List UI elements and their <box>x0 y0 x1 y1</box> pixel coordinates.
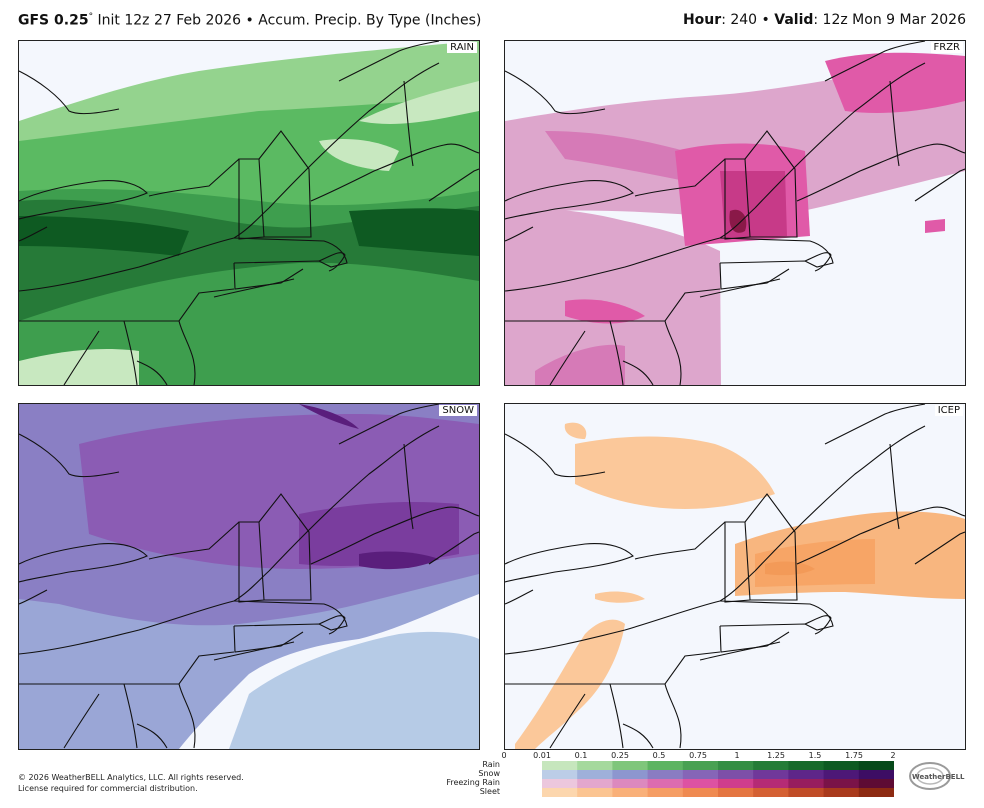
legend-cell <box>823 770 860 779</box>
legend-tick-label: 1.25 <box>767 751 785 760</box>
legend-cell <box>682 770 719 779</box>
icep-panel: ICEP <box>504 403 966 750</box>
frzr-panel: FRZR <box>504 40 966 386</box>
init-time: Init 12z 27 Feb 2026 <box>93 12 242 29</box>
icep-map <box>505 404 965 749</box>
legend-cell <box>612 779 649 788</box>
legend-tick-label: 0.25 <box>611 751 629 760</box>
map-title: GFS 0.25° Init 12z 27 Feb 2026 • Accum. … <box>18 12 481 29</box>
product-name: Accum. Precip. By Type (Inches) <box>258 12 482 29</box>
rain-panel: RAIN <box>18 40 480 386</box>
legend-row-label: Freezing Rain <box>446 778 500 787</box>
legend-cell <box>753 761 789 770</box>
legend-cell <box>823 788 860 797</box>
hour-value: : 240 <box>721 12 758 28</box>
legend-cell <box>647 788 684 797</box>
hour-label: Hour <box>682 12 722 28</box>
legend-tick-label: 2 <box>890 751 896 760</box>
legend-cell <box>718 779 754 788</box>
rain-map <box>19 41 479 385</box>
panel-label: FRZR <box>930 42 963 53</box>
legend-cell <box>858 770 894 779</box>
legend-cell <box>788 779 825 788</box>
legend-cell <box>542 788 578 797</box>
legend-cell <box>612 770 649 779</box>
legend-row-label: Snow <box>478 769 500 778</box>
legend-row-label: Sleet <box>479 787 500 796</box>
separator: • <box>241 12 259 29</box>
legend-tick-label: 0.1 <box>574 751 588 760</box>
legend-tick-label: 1.75 <box>845 751 863 760</box>
legend-cell <box>577 779 613 788</box>
legend-cell <box>858 779 894 788</box>
legend-cell <box>647 770 684 779</box>
logo-text: WeatherBELL <box>912 773 965 781</box>
license-text: License required for commercial distribu… <box>18 784 198 793</box>
legend-cell <box>577 761 613 770</box>
snow-panel: SNOW <box>18 403 480 750</box>
legend-cell <box>753 788 789 797</box>
snow-map <box>19 404 479 749</box>
legend-cell <box>753 770 789 779</box>
valid-value: : 12z Mon 9 Mar 2026 <box>813 12 966 28</box>
panel-label: RAIN <box>447 42 477 53</box>
separator: • <box>757 12 775 28</box>
model-name: GFS 0.25 <box>18 12 89 29</box>
legend-row-label: Rain <box>482 760 500 769</box>
legend-tick-label: 1.5 <box>808 751 822 760</box>
legend-tick-label: 0.01 <box>533 751 551 760</box>
legend-cell <box>788 761 825 770</box>
legend-cell <box>577 788 613 797</box>
degree-mark: ° <box>88 12 94 22</box>
legend-cell <box>858 788 894 797</box>
legend-cell <box>682 779 719 788</box>
weatherbell-logo: WeatherBELL <box>909 762 965 790</box>
legend-cell <box>542 779 578 788</box>
legend-color-bars <box>542 761 894 797</box>
panel-label: ICEP <box>934 405 963 416</box>
frzr-map <box>505 41 965 385</box>
legend-cell <box>577 770 613 779</box>
legend-cell <box>647 779 684 788</box>
legend-cell <box>542 761 578 770</box>
legend-cell <box>682 788 719 797</box>
legend-cell <box>682 761 719 770</box>
legend-cell <box>788 770 825 779</box>
legend-cell <box>718 788 754 797</box>
legend-cell <box>823 779 860 788</box>
legend-cell <box>647 761 684 770</box>
legend-cell <box>612 788 649 797</box>
copyright-text: © 2026 WeatherBELL Analytics, LLC. All r… <box>18 773 244 782</box>
legend-cell <box>753 779 789 788</box>
legend-cell <box>858 761 894 770</box>
legend-cell <box>612 761 649 770</box>
legend-tick-label: 0.75 <box>689 751 707 760</box>
legend-tick-label: 0.5 <box>652 751 666 760</box>
panel-label: SNOW <box>439 405 477 416</box>
legend-tick-label: 1 <box>734 751 740 760</box>
legend-cell <box>823 761 860 770</box>
legend-tick-label: 0 <box>501 751 507 760</box>
valid-time-header: Hour: 240 • Valid: 12z Mon 9 Mar 2026 <box>683 12 966 28</box>
legend-cell <box>542 770 578 779</box>
legend-cell <box>788 788 825 797</box>
legend-cell <box>718 761 754 770</box>
valid-label: Valid <box>774 12 814 28</box>
legend-cell <box>718 770 754 779</box>
